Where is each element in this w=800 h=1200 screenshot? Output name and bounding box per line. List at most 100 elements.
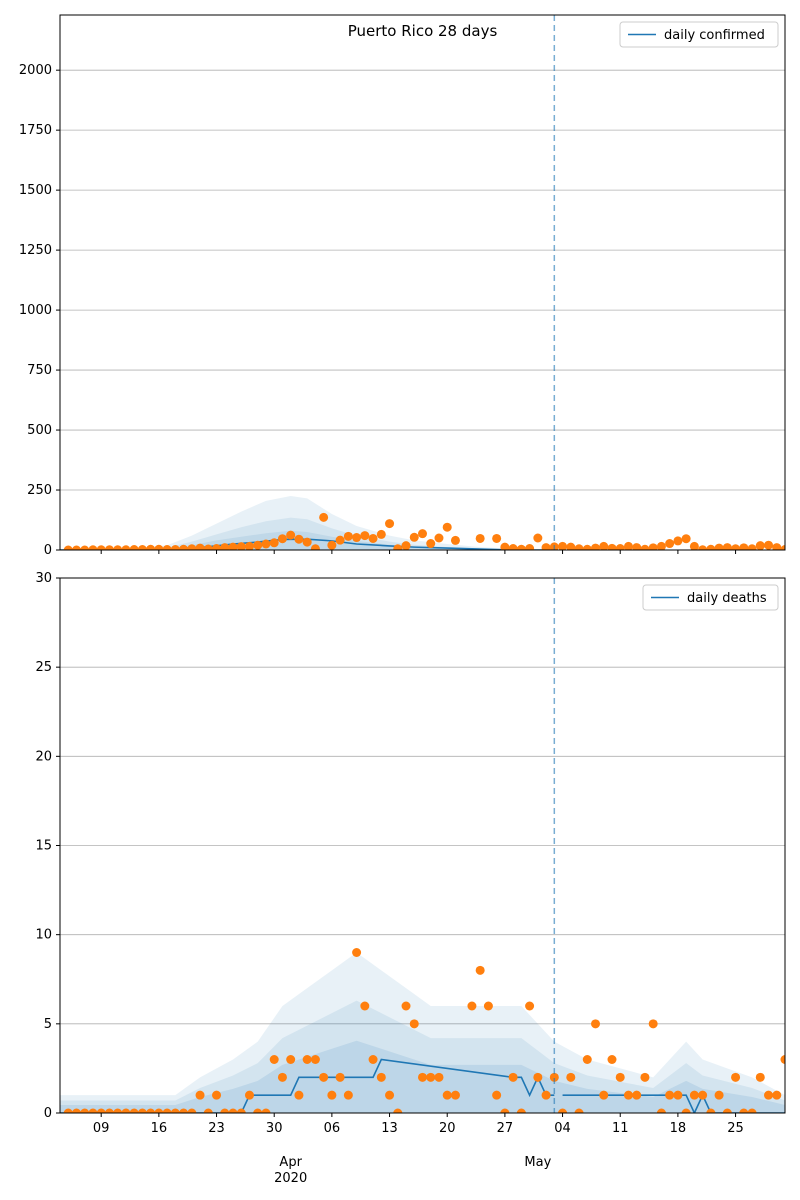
observed-point xyxy=(146,544,156,550)
observed-point xyxy=(401,541,411,550)
observed-point xyxy=(121,545,131,550)
y-tick-label: 20 xyxy=(35,749,52,764)
y-tick-label: 0 xyxy=(44,543,52,558)
observed-point xyxy=(500,1108,510,1113)
observed-point xyxy=(632,543,642,550)
y-tick-label: 750 xyxy=(27,363,52,378)
observed-point xyxy=(269,1055,279,1064)
observed-point xyxy=(599,1090,609,1100)
observed-point xyxy=(195,1090,205,1100)
observed-point xyxy=(574,544,584,550)
x-tick-label: 30 xyxy=(266,1121,283,1136)
observed-point xyxy=(615,544,625,550)
observed-point xyxy=(409,532,419,542)
y-tick-label: 25 xyxy=(35,660,52,675)
observed-point xyxy=(442,522,452,532)
observed-point xyxy=(187,1108,197,1113)
observed-point xyxy=(665,1090,675,1100)
observed-point xyxy=(137,1108,147,1113)
observed-point xyxy=(376,1072,386,1082)
x-month-label: 2020 xyxy=(274,1171,307,1186)
observed-point xyxy=(335,535,345,545)
x-tick-label: 04 xyxy=(554,1121,571,1136)
observed-point xyxy=(236,542,246,550)
observed-point xyxy=(731,544,741,550)
observed-point xyxy=(63,545,73,550)
observed-point xyxy=(393,1108,403,1113)
observed-point xyxy=(549,1072,559,1082)
observed-point xyxy=(739,543,749,550)
y-tick-label: 250 xyxy=(27,483,52,498)
observed-point xyxy=(640,1072,650,1082)
observed-point xyxy=(574,1108,584,1113)
observed-point xyxy=(294,1090,304,1100)
observed-point xyxy=(665,539,675,549)
observed-point xyxy=(146,1108,156,1113)
observed-point xyxy=(780,1055,785,1064)
legend-box xyxy=(619,21,779,48)
y-tick-label: 500 xyxy=(27,423,52,438)
observed-point xyxy=(203,1108,213,1113)
observed-point xyxy=(228,542,238,550)
x-tick-label: 18 xyxy=(670,1121,687,1136)
x-tick-label: 09 xyxy=(93,1121,110,1136)
uncertainty-band-0 xyxy=(60,952,785,1113)
observed-point xyxy=(698,545,708,550)
x-tick-label: 16 xyxy=(151,1121,168,1136)
observed-point xyxy=(228,1108,238,1113)
observed-point xyxy=(319,1072,329,1082)
observed-point xyxy=(698,1090,708,1100)
x-tick-label: 13 xyxy=(381,1121,398,1136)
observed-point xyxy=(352,533,362,543)
observed-point xyxy=(714,1090,724,1100)
observed-point xyxy=(360,1001,370,1011)
observed-point xyxy=(623,1090,633,1100)
observed-point xyxy=(335,1072,345,1082)
observed-point xyxy=(681,1108,691,1113)
observed-point xyxy=(137,545,147,550)
observed-point xyxy=(706,544,716,550)
observed-point xyxy=(525,544,535,550)
observed-point xyxy=(558,1108,568,1113)
observed-point xyxy=(154,544,164,550)
y-tick-label: 1500 xyxy=(19,183,52,198)
x-tick-label: 11 xyxy=(612,1121,629,1136)
observed-point xyxy=(368,1055,378,1064)
y-tick-label: 2000 xyxy=(19,63,52,78)
observed-point xyxy=(129,545,139,550)
axes-frame xyxy=(59,14,786,551)
observed-point xyxy=(179,544,189,550)
observed-point xyxy=(492,533,502,543)
observed-point xyxy=(244,1090,254,1100)
observed-point xyxy=(154,1108,164,1113)
observed-point xyxy=(343,531,353,541)
observed-point xyxy=(582,1055,592,1064)
observed-point xyxy=(772,1090,782,1100)
observed-point xyxy=(648,543,658,550)
y-tick-label: 15 xyxy=(35,839,52,854)
observed-point xyxy=(681,534,691,544)
y-tick-label: 5 xyxy=(44,1017,52,1032)
observed-point xyxy=(71,545,81,550)
uncertainty-band xyxy=(60,517,555,550)
observed-point xyxy=(88,1108,98,1113)
observed-point xyxy=(755,541,765,550)
observed-point xyxy=(113,1108,123,1113)
observed-point xyxy=(673,536,683,546)
observed-point xyxy=(541,1090,551,1100)
observed-point xyxy=(277,534,287,544)
observed-point xyxy=(63,1108,73,1113)
observed-point xyxy=(195,543,205,550)
observed-point xyxy=(591,543,601,550)
observed-point xyxy=(450,535,460,545)
observed-point xyxy=(492,1090,502,1100)
observed-point xyxy=(409,1019,419,1029)
confirmed-panel: 0 250 500 750 1000 1250 1500 1750 2000 Puerto Ric… xyxy=(19,14,786,558)
observed-point xyxy=(129,1108,139,1113)
observed-point xyxy=(352,948,362,957)
observed-point xyxy=(343,1090,353,1100)
x-tick-label: 23 xyxy=(208,1121,225,1136)
observed-point xyxy=(772,543,782,550)
observed-point xyxy=(706,1108,716,1113)
observed-point xyxy=(170,545,180,550)
